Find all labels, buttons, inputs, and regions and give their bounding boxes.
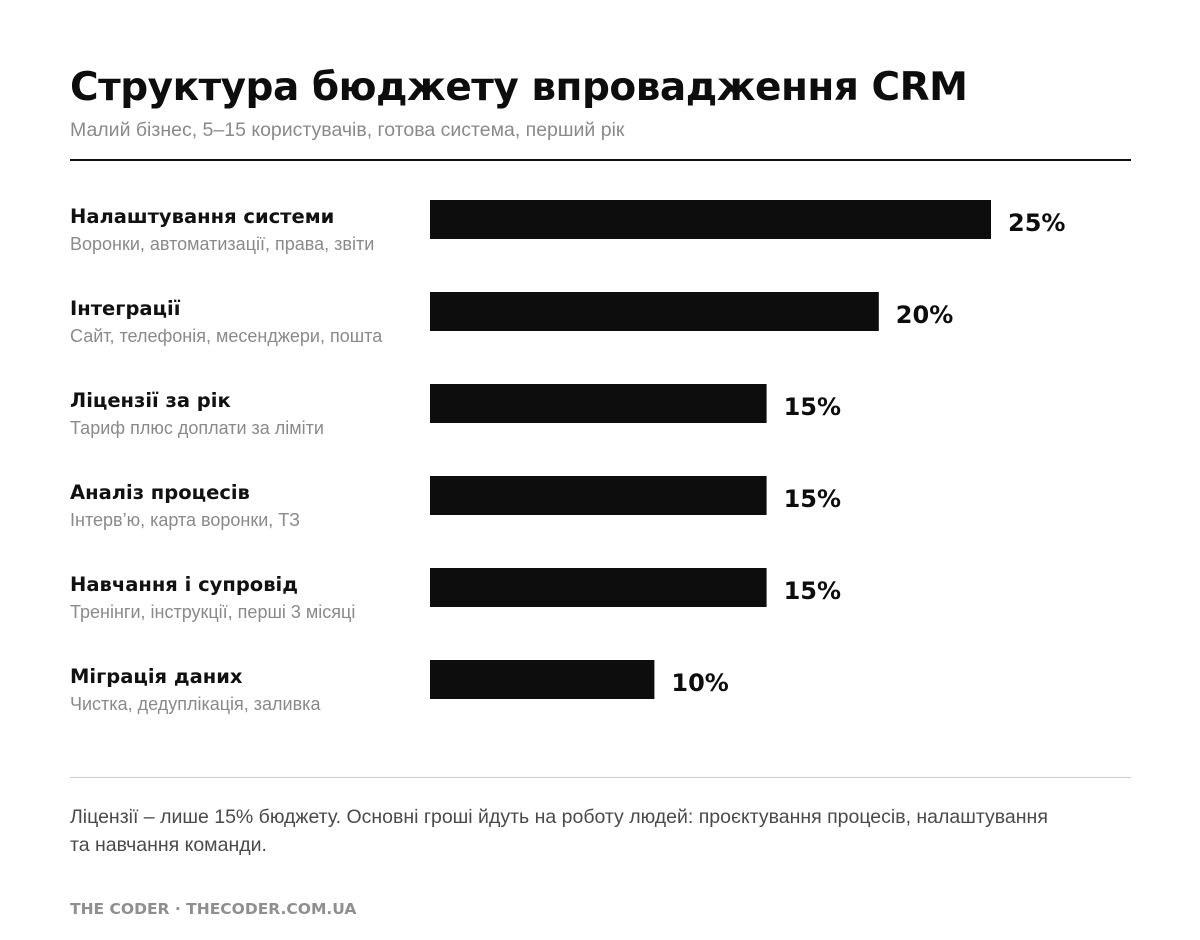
bar-value-label: 10% <box>671 669 728 697</box>
category-label: Налаштування системи <box>70 205 334 228</box>
bar-value-label: 15% <box>784 485 841 513</box>
bar <box>430 660 655 699</box>
category-description: Тренінги, інструкції, перші 3 місяці <box>70 602 355 622</box>
bar <box>430 568 767 607</box>
bar <box>430 476 767 515</box>
category-description: Інтерв’ю, карта воронки, ТЗ <box>70 510 300 530</box>
category-description: Тариф плюс доплати за ліміти <box>70 418 324 438</box>
bar <box>430 292 879 331</box>
chart-note: Ліцензії – лише 15% бюджету. Основні гро… <box>70 806 1048 856</box>
category-label: Міграція даних <box>70 665 243 688</box>
category-label: Навчання і супровід <box>70 573 298 596</box>
bar-row: Навчання і супровід Тренінги, інструкції,… <box>70 568 841 622</box>
bottom-divider <box>70 777 1131 778</box>
bar-row: Міграція даних Чистка, дедуплікація, зали… <box>70 660 729 714</box>
footer-credit: THE CODER · THECODER.COM.UA <box>70 900 357 918</box>
bar-value-label: 20% <box>896 301 953 329</box>
category-description: Воронки, автоматизації, права, звіти <box>70 234 374 254</box>
category-label: Аналіз процесів <box>70 481 250 504</box>
bar <box>430 384 767 423</box>
bar-chart: Налаштування системи Воронки, автоматизац… <box>70 200 1065 714</box>
bar-value-label: 15% <box>784 393 841 421</box>
bar-row: Інтеграції Сайт, телефонія, месенджери, п… <box>70 292 953 346</box>
category-description: Чистка, дедуплікація, заливка <box>70 694 321 714</box>
bar-row: Ліцензії за рік Тариф плюс доплати за лім… <box>70 384 841 438</box>
bar-value-label: 15% <box>784 577 841 605</box>
chart-title: Структура бюджету впровадження CRM <box>70 65 968 110</box>
bar <box>430 200 991 239</box>
category-label: Інтеграції <box>70 297 181 320</box>
top-divider <box>70 159 1131 161</box>
chart-subtitle: Малий бізнес, 5–15 користувачів, готова … <box>70 119 625 141</box>
category-label: Ліцензії за рік <box>70 389 231 412</box>
bar-row: Налаштування системи Воронки, автоматизац… <box>70 200 1065 254</box>
bar-value-label: 25% <box>1008 209 1065 237</box>
bar-row: Аналіз процесів Інтерв’ю, карта воронки, … <box>70 476 841 530</box>
category-description: Сайт, телефонія, месенджери, пошта <box>70 326 383 346</box>
